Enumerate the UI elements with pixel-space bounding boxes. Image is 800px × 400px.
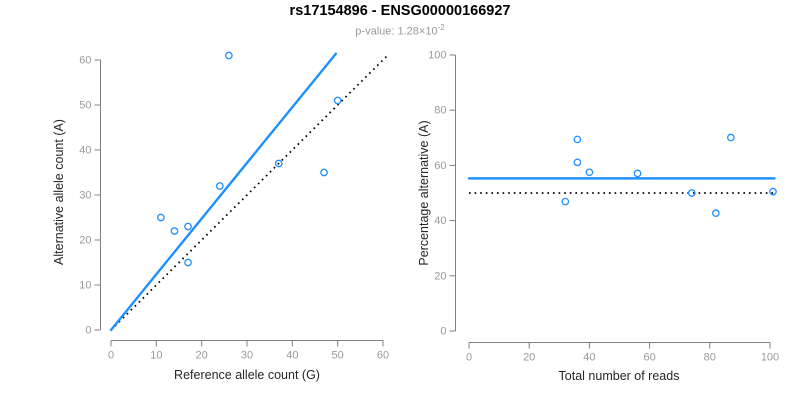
x-axis-title: Total number of reads — [559, 369, 680, 383]
left-scatter-chart: 0 10 20 30 40 50 60 0 10 20 30 40 50 60 Reference alle… — [52, 51, 390, 382]
y-tick-label: 0 — [85, 325, 91, 337]
x-tick-label: 40 — [286, 350, 298, 362]
y-axis-title: Percentage alternative (A) — [417, 120, 431, 265]
x-tick-label: 60 — [643, 352, 655, 364]
x-tick-label: 60 — [377, 350, 389, 362]
data-point — [157, 213, 165, 222]
y-axis-title: Alternative allele count (A) — [52, 119, 66, 265]
data-point — [333, 96, 342, 105]
data-point — [585, 168, 594, 177]
y-tick-label: 50 — [79, 100, 91, 112]
y-tick-label: 80 — [434, 105, 446, 117]
y-tick-label: 0 — [440, 326, 446, 338]
x-tick-label: 30 — [241, 350, 253, 362]
data-point — [711, 209, 720, 217]
data-point — [561, 197, 570, 206]
data-point — [727, 133, 735, 142]
data-point — [215, 182, 224, 190]
x-tick-label: 20 — [196, 350, 208, 362]
right-scatter-chart: 0 20 40 60 80 100 0 20 40 60 80 100 Total number of … — [417, 50, 779, 384]
plot-subtitle: p-value: 1.28×10-2 — [0, 23, 800, 38]
y-tick-label: 30 — [79, 190, 91, 202]
data-point — [184, 258, 192, 267]
x-tick-label: 20 — [523, 352, 535, 364]
x-axis-title: Reference allele count (G) — [174, 368, 320, 382]
y-tick-label: 20 — [434, 270, 446, 282]
x-tick-label: 100 — [761, 352, 779, 364]
x-tick-label: 50 — [332, 350, 344, 362]
x-tick-label: 0 — [108, 350, 114, 362]
y-tick-label: 20 — [79, 235, 91, 247]
y-tick-label: 100 — [428, 50, 446, 62]
identity-line — [110, 53, 390, 331]
data-point — [633, 169, 642, 178]
data-point — [274, 159, 283, 168]
data-point — [225, 51, 233, 60]
fit-line — [109, 52, 338, 332]
data-point — [170, 227, 179, 235]
data-point — [769, 187, 777, 196]
p-value-exponent: -2 — [437, 23, 445, 32]
data-point — [573, 158, 582, 167]
y-tick-label: 60 — [79, 55, 91, 67]
y-tick-label: 40 — [79, 145, 91, 157]
y-tick-label: 60 — [434, 160, 446, 172]
x-tick-label: 80 — [704, 352, 716, 364]
data-point — [320, 168, 328, 177]
y-tick-label: 10 — [79, 280, 91, 292]
x-tick-label: 40 — [583, 352, 595, 364]
x-tick-label: 10 — [150, 350, 162, 362]
y-tick-label: 40 — [434, 215, 446, 227]
data-point — [184, 222, 192, 231]
data-point — [573, 135, 582, 144]
x-tick-label: 0 — [466, 352, 472, 364]
data-point — [687, 189, 696, 197]
plot-title: rs17154896 - ENSG00000166927 — [289, 3, 511, 19]
p-value-prefix: p-value: — [355, 25, 398, 38]
p-value-base: 1.28×10 — [397, 25, 438, 38]
